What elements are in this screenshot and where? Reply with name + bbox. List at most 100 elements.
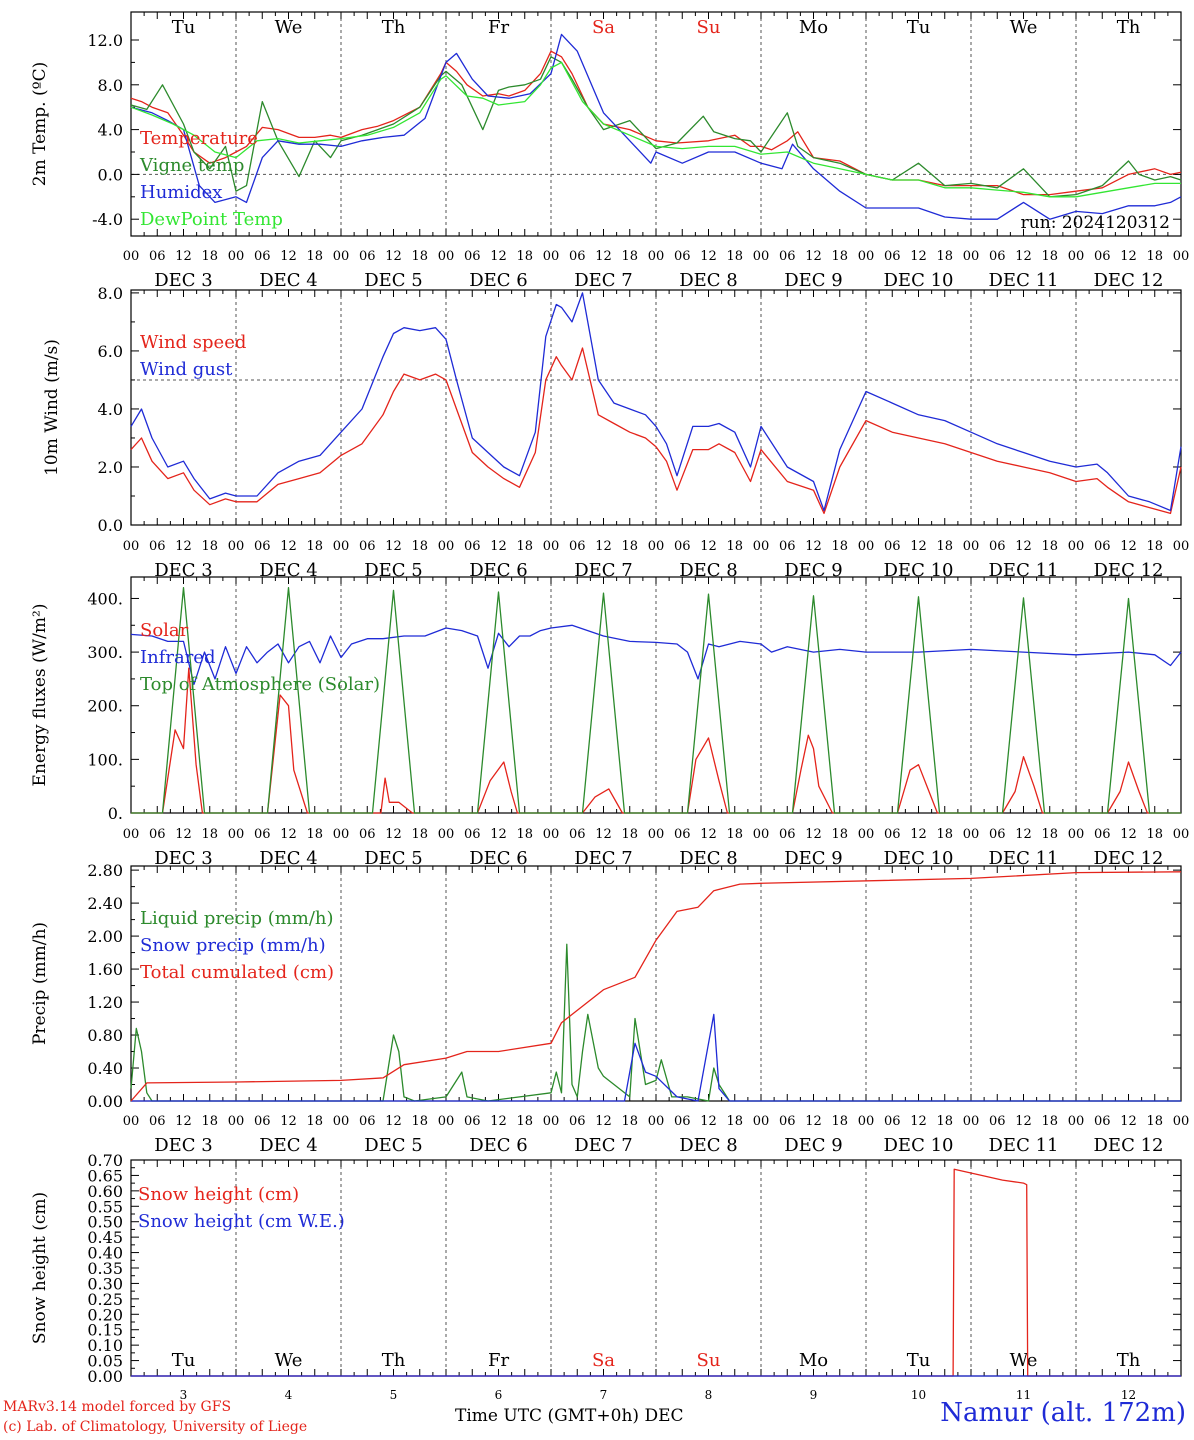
date-label: DEC 5 xyxy=(364,560,423,581)
hour-tick-label: 12 xyxy=(595,1114,612,1129)
hour-tick-label: 06 xyxy=(254,249,271,264)
hour-tick-label: 00 xyxy=(123,1114,140,1129)
hour-tick-label: 06 xyxy=(359,539,376,554)
hour-tick-label: 06 xyxy=(149,1114,166,1129)
y-tick-label: 0.15 xyxy=(87,1321,123,1340)
y-tick-label: 2.80 xyxy=(87,861,123,880)
date-label: DEC 11 xyxy=(989,1135,1059,1156)
y-tick-label: 0.0 xyxy=(98,516,123,535)
hour-tick-label: 06 xyxy=(569,539,586,554)
hour-tick-label: 12 xyxy=(280,249,297,264)
hour-tick-label: 12 xyxy=(1120,539,1137,554)
hour-tick-label: 06 xyxy=(149,827,166,842)
hour-tick-label: 06 xyxy=(254,539,271,554)
hour-tick-label: 06 xyxy=(674,827,691,842)
hour-tick-label: 12 xyxy=(1015,1114,1032,1129)
hour-tick-label: 06 xyxy=(674,1114,691,1129)
day-name-label: Tu xyxy=(172,1350,196,1371)
station-name: Namur (alt. 172m) xyxy=(940,1398,1186,1428)
day-name-label: Mo xyxy=(799,17,828,38)
day-number-label: 11 xyxy=(1016,1388,1031,1402)
legend-entry: DewPoint Temp xyxy=(140,209,283,230)
x-axis-title: Time UTC (GMT+0h) DEC xyxy=(455,1406,684,1426)
hour-tick-label: 00 xyxy=(228,539,245,554)
date-label: DEC 6 xyxy=(469,270,528,291)
hour-tick-label: 12 xyxy=(175,1114,192,1129)
y-axis-label: Energy fluxes (W/m²) xyxy=(30,604,50,787)
y-axis-label: Snow height (cm) xyxy=(30,1192,50,1344)
hour-tick-label: 00 xyxy=(333,539,350,554)
hour-tick-label: 00 xyxy=(1173,827,1190,842)
panel-2: 0.0 2.0 4.0 6.0 8.0 10m Wind (m/s) 00 06 12 18 00 0… xyxy=(42,284,1189,581)
hour-tick-label: 00 xyxy=(963,539,980,554)
y-tick-label: 0.20 xyxy=(87,1305,123,1324)
hour-tick-label: 18 xyxy=(516,249,533,264)
hour-tick-label: 00 xyxy=(753,249,770,264)
hour-tick-label: 12 xyxy=(1120,827,1137,842)
hour-tick-label: 18 xyxy=(411,539,428,554)
hour-tick-label: 12 xyxy=(595,539,612,554)
date-label: DEC 4 xyxy=(259,270,318,291)
date-label: DEC 9 xyxy=(784,1135,843,1156)
hour-tick-label: 06 xyxy=(989,539,1006,554)
hour-tick-label: 12 xyxy=(175,827,192,842)
day-name-label: Th xyxy=(1117,17,1141,38)
day-name-label: Th xyxy=(1117,1350,1141,1371)
hour-tick-label: 00 xyxy=(543,539,560,554)
hour-tick-label: 00 xyxy=(858,1114,875,1129)
y-tick-label: 0.60 xyxy=(87,1182,123,1201)
hour-tick-label: 00 xyxy=(333,827,350,842)
hour-tick-label: 00 xyxy=(333,1114,350,1129)
hour-tick-label: 18 xyxy=(306,1114,323,1129)
hour-tick-label: 18 xyxy=(1146,1114,1163,1129)
date-label: DEC 12 xyxy=(1094,560,1164,581)
hour-tick-label: 00 xyxy=(1068,827,1085,842)
hour-tick-label: 18 xyxy=(306,827,323,842)
date-label: DEC 11 xyxy=(989,848,1059,869)
hour-tick-label: 12 xyxy=(490,827,507,842)
panel-1: 12.0 8.0 4.0 0.0 -4.0 2m Temp. (ºC) Tu We Th Fr Sa… xyxy=(30,11,1189,291)
series-line-wind-gust xyxy=(130,292,1182,512)
hour-tick-label: 00 xyxy=(858,827,875,842)
y-tick-label: 0.25 xyxy=(87,1290,123,1309)
hour-tick-label: 00 xyxy=(1068,1114,1085,1129)
date-label: DEC 12 xyxy=(1094,270,1164,291)
hour-tick-label: 12 xyxy=(385,827,402,842)
y-tick-label: 200. xyxy=(87,697,123,716)
hour-tick-label: 18 xyxy=(1146,827,1163,842)
hour-tick-label: 12 xyxy=(385,249,402,264)
y-tick-label: 1.60 xyxy=(87,960,123,979)
day-name-label: Sa xyxy=(592,17,615,38)
hour-tick-label: 12 xyxy=(1015,539,1032,554)
hour-tick-label: 06 xyxy=(359,827,376,842)
hour-tick-label: 00 xyxy=(438,827,455,842)
hour-tick-label: 18 xyxy=(831,539,848,554)
hour-tick-label: 06 xyxy=(989,249,1006,264)
hour-tick-label: 06 xyxy=(779,1114,796,1129)
date-label: DEC 9 xyxy=(784,848,843,869)
hour-tick-label: 00 xyxy=(543,827,560,842)
panel-4: 0.00 0.40 0.80 1.20 1.60 2.00 2.40 2.80 Precip (… xyxy=(30,861,1189,1156)
hour-tick-label: 18 xyxy=(411,249,428,264)
y-tick-label: 8.0 xyxy=(98,284,123,303)
y-axis-label: 10m Wind (m/s) xyxy=(42,339,62,476)
hour-tick-label: 06 xyxy=(884,249,901,264)
hour-tick-label: 00 xyxy=(543,1114,560,1129)
hour-tick-label: 00 xyxy=(123,539,140,554)
date-label: DEC 10 xyxy=(884,1135,954,1156)
y-tick-label: 0.0 xyxy=(98,165,123,184)
y-tick-label: 0.35 xyxy=(87,1259,123,1278)
hour-tick-label: 00 xyxy=(123,827,140,842)
day-name-label: We xyxy=(275,17,303,38)
date-label: DEC 7 xyxy=(574,560,633,581)
hour-tick-label: 06 xyxy=(359,249,376,264)
day-number-label: 7 xyxy=(600,1388,608,1402)
hour-tick-label: 06 xyxy=(569,249,586,264)
hour-tick-label: 12 xyxy=(805,1114,822,1129)
hour-tick-label: 18 xyxy=(621,249,638,264)
hour-tick-label: 12 xyxy=(910,249,927,264)
hour-tick-label: 00 xyxy=(228,1114,245,1129)
day-name-label: Tu xyxy=(907,1350,931,1371)
day-name-label: Fr xyxy=(488,17,509,38)
date-label: DEC 11 xyxy=(989,560,1059,581)
